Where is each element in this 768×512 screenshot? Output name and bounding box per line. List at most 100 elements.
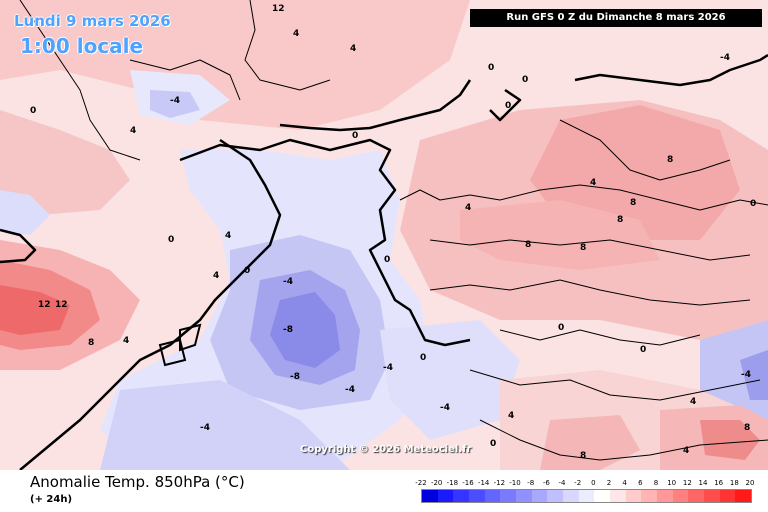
contour-label: -4 [200, 423, 210, 433]
legend-tick-label: -18 [446, 479, 459, 487]
legend-swatch [469, 490, 485, 502]
legend-swatch [422, 490, 438, 502]
contour-label: 0 [168, 235, 174, 245]
legend-tick-label: -4 [558, 479, 566, 487]
legend-swatch [594, 490, 611, 502]
legend-tick-label: 10 [667, 479, 677, 487]
legend-tick-label: 18 [729, 479, 739, 487]
contour-label: 0 [420, 353, 426, 363]
legend-tick-label: 0 [591, 479, 596, 487]
legend-swatch [563, 490, 579, 502]
legend-tick-label: 8 [653, 479, 659, 487]
contour-label: 8 [617, 215, 623, 225]
contour-label: 8 [88, 338, 94, 348]
legend-swatch [516, 490, 532, 502]
copyright-notice: Copyright © 2026 Meteociel.fr [300, 444, 472, 455]
color-scale-legend [421, 489, 752, 503]
legend-tick-label: -16 [462, 479, 474, 487]
legend-swatch [500, 490, 517, 502]
contour-labels: 12 4 4 0 0 0 0 -4 4 0 4 0 4 -4 -8 -8 12 … [30, 4, 756, 461]
legend-tick-label: -2 [574, 479, 582, 487]
contour-label: 0 [505, 101, 511, 111]
legend-tick-label: -14 [477, 479, 490, 487]
legend-tick-label: 16 [714, 479, 724, 487]
legend-swatch [484, 490, 501, 502]
legend-tick-label: 4 [622, 479, 627, 487]
contour-label: 4 [683, 446, 689, 456]
legend-swatch [578, 490, 595, 502]
contour-label: -4 [720, 53, 730, 63]
temperature-anomaly-map: 12 4 4 0 0 0 0 -4 4 0 4 0 4 -4 -8 -8 12 … [0, 0, 768, 470]
contour-label: 4 [123, 336, 129, 346]
legend-tick-label: -22 [415, 479, 427, 487]
contour-label: 0 [490, 439, 496, 449]
contour-label: -4 [741, 370, 751, 380]
legend-tick-label: 14 [698, 479, 708, 487]
legend-tick-labels: -22 -20 -18 -16 -14 -12 -10 -8 -6 -4 -2 0 2 4 6 8 10 12 14… [414, 479, 754, 489]
contour-label: 4 [350, 44, 356, 54]
legend-swatch [625, 490, 642, 502]
contour-label: 12 [55, 300, 68, 310]
contour-label: -8 [290, 372, 300, 382]
contour-label: 0 [30, 106, 36, 116]
contour-label: 4 [590, 178, 596, 188]
contour-label: 0 [488, 63, 494, 73]
legend-swatch [610, 490, 626, 502]
legend-tick-label: 2 [606, 479, 612, 487]
legend-swatch [719, 490, 736, 502]
legend-swatch [672, 490, 689, 502]
legend-tick-label: 6 [638, 479, 643, 487]
contour-label: 0 [384, 255, 390, 265]
legend-tick-label: 20 [745, 479, 755, 487]
contour-label: 4 [508, 411, 514, 421]
contour-label: 0 [244, 266, 250, 276]
contour-label: 4 [213, 271, 219, 281]
contour-label: -4 [345, 385, 355, 395]
legend-tick-label: 12 [682, 479, 692, 487]
contour-label: -4 [383, 363, 393, 373]
legend-tick-label: -20 [430, 479, 443, 487]
forecast-date-label: Lundi 9 mars 2026 [14, 12, 171, 30]
legend-swatch [704, 490, 720, 502]
legend-swatch [688, 490, 705, 502]
contour-label: 0 [640, 345, 646, 355]
forecast-time-label: 1:00 locale [20, 34, 144, 58]
contour-label: 4 [225, 231, 231, 241]
contour-label: 8 [580, 451, 586, 461]
contour-label: 12 [38, 300, 51, 310]
contour-label: 4 [130, 126, 136, 136]
contour-label: 8 [630, 198, 636, 208]
legend-swatch [453, 490, 470, 502]
contour-label: 8 [525, 240, 531, 250]
map-footer: Anomalie Temp. 850hPa (°C) (+ 24h) -22 -2… [0, 470, 768, 512]
legend-swatch [547, 490, 564, 502]
contour-label: -4 [283, 277, 293, 287]
contour-label: -4 [440, 403, 450, 413]
contour-label: 4 [465, 203, 471, 213]
contour-label: -4 [170, 96, 180, 106]
map-title: Anomalie Temp. 850hPa (°C) [30, 473, 245, 491]
contour-label: 0 [558, 323, 564, 333]
contour-label: 0 [522, 75, 528, 85]
contour-label: 4 [690, 397, 696, 407]
forecast-offset-label: (+ 24h) [30, 494, 73, 505]
legend-swatch [437, 490, 454, 502]
contour-label: 0 [352, 131, 358, 141]
contour-label: 12 [272, 4, 285, 14]
contour-label: 4 [293, 29, 299, 39]
model-run-label: Run GFS 0 Z du Dimanche 8 mars 2026 [470, 9, 762, 27]
legend-swatch [657, 490, 673, 502]
contour-label: 8 [744, 423, 750, 433]
legend-tick-label: -12 [493, 479, 506, 487]
legend-tick-label: -8 [527, 479, 535, 487]
legend-tick-label: -10 [509, 479, 521, 487]
legend-swatch [735, 490, 752, 502]
legend-swatch [641, 490, 658, 502]
contour-label: 8 [667, 155, 673, 165]
contour-label: 8 [580, 243, 586, 253]
contour-label: -8 [283, 325, 293, 335]
contour-label: 0 [750, 199, 756, 209]
legend-swatch [531, 490, 548, 502]
legend-tick-label: -6 [542, 479, 550, 487]
